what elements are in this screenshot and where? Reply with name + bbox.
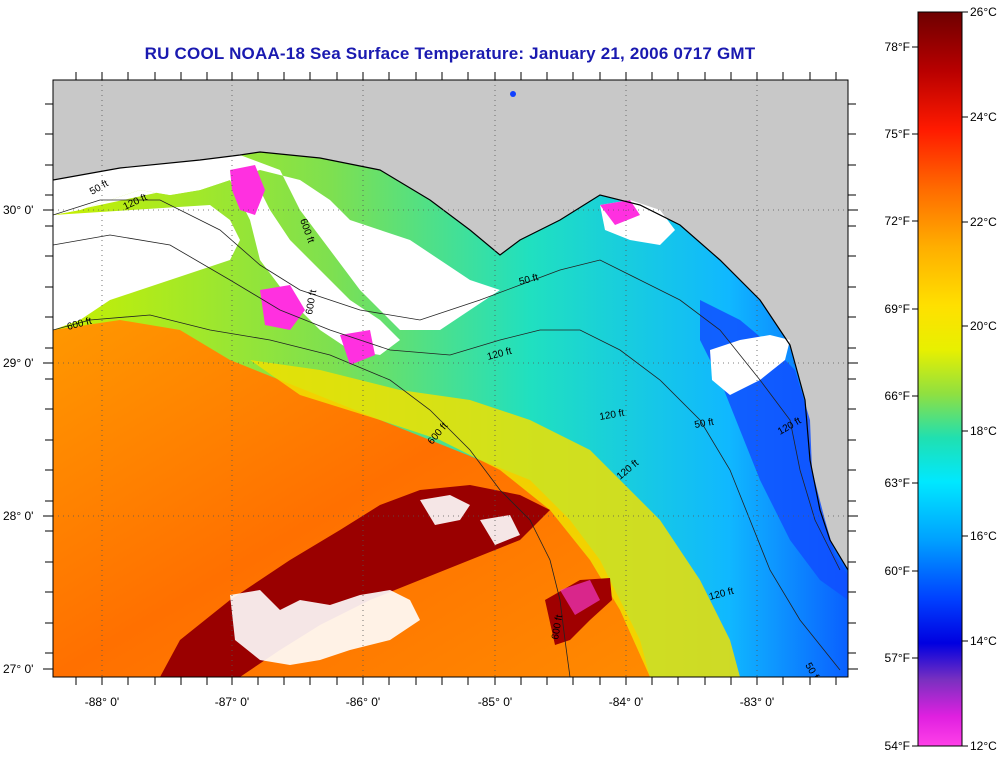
longitude-labels: -88° 0' -87° 0' -86° 0' -85° 0' -84° 0' … [85,695,774,709]
contour-120ft [53,234,841,671]
latitude-labels: 30° 0' 29° 0' 28° 0' 27° 0' [3,203,33,676]
contour-50ft [53,199,841,571]
lat-label: 30° 0' [3,203,33,217]
lat-label: 27° 0' [3,662,33,676]
lon-label: -86° 0' [346,695,380,709]
coldest-water-patch-5 [560,580,600,615]
lon-label: -85° 0' [478,695,512,709]
coastline [53,151,848,571]
lon-label: -87° 0' [215,695,249,709]
bottom-ticks [75,677,837,685]
bathymetry-contours [53,199,841,677]
axis-ticks [43,72,858,685]
coldest-water-patch-1 [230,165,265,215]
contour-label: 600 ft [304,289,319,316]
contour-label: 50 ft [694,417,715,431]
contour-label: 50 ft [518,272,540,288]
coldest-water-patch-2 [260,285,305,330]
left-ticks [43,103,53,670]
cloud-mask-nw [53,155,500,330]
lon-label: -83° 0' [740,695,774,709]
lat-label: 28° 0' [3,509,33,523]
coldest-water-patch-4 [600,200,640,225]
lon-label: -84° 0' [609,695,643,709]
contour-label: 600 ft [550,614,565,641]
lat-label: 29° 0' [3,356,33,370]
cloud-mask-w [53,175,400,355]
coldest-water-patch-3 [340,330,375,365]
top-ticks [75,72,837,80]
cloud-patches-south [230,590,420,665]
warm-water-region [53,320,650,677]
contour-label: 120 ft [599,408,626,423]
right-ticks [848,103,858,670]
cloud-patch-center [420,495,520,545]
yellow-water-band [250,360,740,677]
map-plot-area: 600 ft 120 ft 50 ft 600 ft 120 ft 120 ft… [53,80,848,677]
map-title: RU COOL NOAA-18 Sea Surface Temperature:… [144,44,756,63]
cloud-patch-e [710,335,790,395]
lon-label: -88° 0' [85,695,119,709]
contour-600ft [53,314,571,677]
buoy-marker [510,91,516,97]
